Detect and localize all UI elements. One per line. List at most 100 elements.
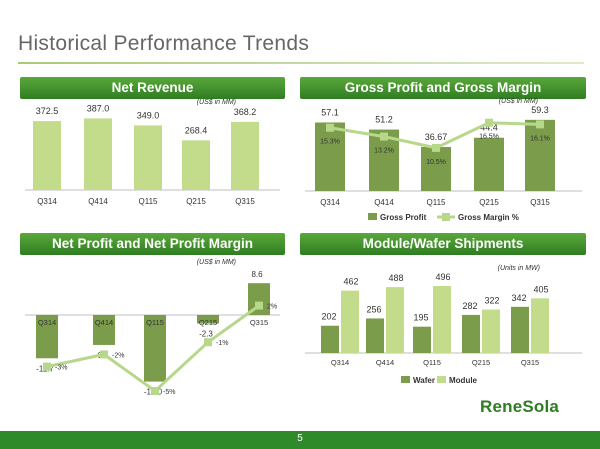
data-label: 368.2 [234,107,257,117]
bar-net-revenue [33,121,61,190]
tick-label: Q115 [146,318,164,327]
marker-net-margin [43,362,51,371]
legend-swatch-module [437,376,446,383]
data-label: 44.4 [480,123,498,133]
unit-label: (US$ in MM) [197,99,236,106]
data-label: 488 [388,273,403,283]
tick-label: Q215 [472,358,490,367]
legend-swatch-wafer [401,376,410,383]
tick-label: Q314 [320,198,340,207]
tick-label: Q315 [521,358,539,367]
bar-net-profit [144,315,166,382]
bar-gross-profit [315,122,345,191]
bar-module [386,287,404,353]
marker-gross-margin [380,132,388,141]
marker-gross-margin [326,123,334,132]
bar-net-revenue [231,121,259,190]
data-label: -2.3 [199,330,213,339]
bar-gross-profit [421,146,451,191]
bar-net-revenue [134,125,162,190]
tick-label: Q115 [423,358,441,367]
unit-label: (Units in MW) [498,265,540,272]
data-label: 16.1% [530,135,550,142]
legend-swatch-gross-profit [368,213,377,220]
renesola-logo: ReneSola [480,397,560,416]
bar-gross-profit [525,119,555,191]
bar-module [482,309,500,353]
bar-gross-profit [474,137,504,191]
unit-label: (US$ in MM) [197,259,236,266]
title-divider [18,62,584,64]
gross-profit-header: Gross Profit and Gross Margin [300,77,586,99]
page-title: Historical Performance Trends [18,32,310,55]
legend-label: Module [449,376,478,385]
tick-label: Q314 [331,358,349,367]
data-label: -2% [112,352,124,359]
marker-gross-margin [536,120,544,129]
marker-net-margin [100,350,108,359]
data-label: 268.4 [185,125,208,135]
marker-net-margin [204,338,212,347]
data-label: 256 [366,304,381,314]
data-label: 2% [267,304,277,311]
bar-net-revenue [182,140,210,190]
data-label: 342 [511,293,526,303]
data-label: 51.2 [375,115,393,125]
tick-label: Q215 [199,318,217,327]
tick-label: Q315 [530,198,550,207]
legend-label: Wafer [413,376,435,385]
bar-module [531,298,549,353]
data-label: 349.0 [137,110,160,120]
data-label: -3% [55,365,67,372]
marker-net-margin [151,387,159,395]
unit-label: (US$ in MM) [499,98,538,105]
legend-label: Gross Profit [380,213,427,222]
bar-net-profit [197,315,219,324]
data-label: 36.67 [425,132,448,142]
bar-net-profit [248,283,270,315]
net-revenue-header: Net Revenue [20,77,285,99]
data-label: 16.5% [479,134,499,141]
bar-wafer [511,306,529,353]
tick-label: Q315 [250,318,268,327]
data-label: 15.3% [320,139,340,146]
footer-bar [0,431,600,449]
data-label: 202 [321,312,336,322]
data-label: 462 [343,277,358,287]
legend-marker-gross-margin [442,213,450,221]
bar-net-profit [36,315,58,359]
data-label: 57.1 [321,107,339,117]
data-label: 496 [435,272,450,282]
page-number: 5 [297,433,303,444]
tick-label: Q414 [95,318,113,327]
bar-wafer [462,314,480,353]
data-label: 10.5% [426,159,446,166]
data-label: 8.6 [251,270,263,279]
shipments-header: Module/Wafer Shipments [300,233,586,255]
bar-module [433,286,451,353]
tick-label: Q414 [374,198,394,207]
legend-label: Gross Margin % [458,213,519,222]
tick-label: Q115 [139,197,159,206]
tick-label: Q414 [88,197,108,206]
net-profit-header: Net Profit and Net Profit Margin [20,233,285,255]
tick-label: Q215 [186,197,206,206]
bar-wafer [366,318,384,353]
tick-label: Q414 [376,358,394,367]
tick-label: Q315 [235,197,255,206]
data-label: 282 [462,301,477,311]
data-label: 405 [533,284,548,294]
bar-wafer [413,326,431,353]
tick-label: Q215 [479,198,499,207]
bar-module [341,290,359,353]
data-label: 322 [484,296,499,306]
data-label: -1% [216,340,228,347]
bar-wafer [321,325,339,353]
tick-label: Q314 [38,318,56,327]
data-label: 195 [413,313,428,323]
data-label: -5% [163,389,175,396]
bar-net-profit [93,315,115,345]
data-label: 59.3 [531,105,549,115]
data-label: 372.5 [36,106,59,116]
